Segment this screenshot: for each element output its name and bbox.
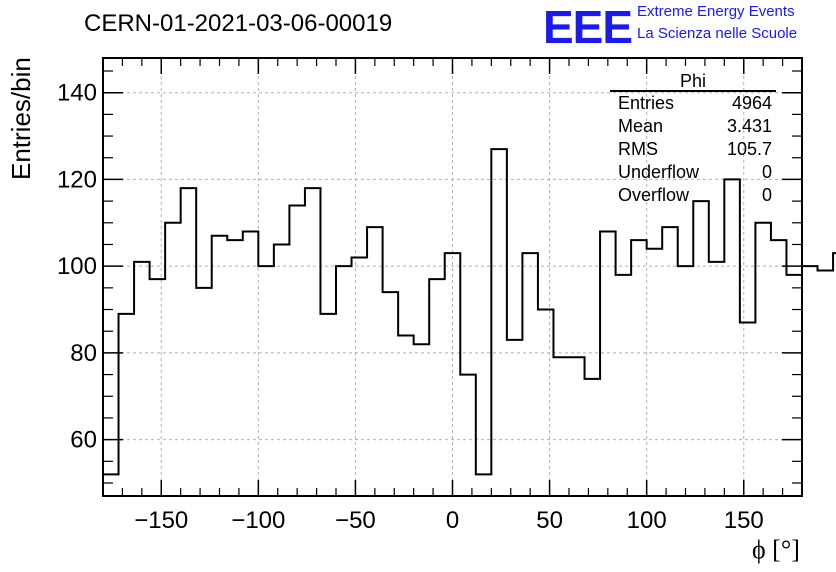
y-axis-label: Entries/bin [6, 57, 36, 180]
stats-value: 4964 [731, 93, 772, 113]
x-tick-label: −150 [134, 507, 188, 534]
stats-value: 105.7 [726, 139, 772, 159]
stats-label: Overflow [618, 185, 690, 205]
stats-box: Phi Entries 4964 Mean 3.431 RMS 105.7 Un… [610, 72, 776, 207]
stats-value: 3.431 [726, 116, 772, 136]
stats-row: Underflow 0 [610, 161, 776, 184]
x-tick-label: −100 [231, 507, 285, 534]
x-tick-label: 100 [627, 507, 667, 534]
eee-logo: EEE [543, 1, 633, 53]
stats-label: RMS [618, 139, 658, 159]
stats-value: 0 [761, 162, 772, 182]
x-tick-label: −50 [335, 507, 376, 534]
grid-lines [103, 58, 802, 496]
logo-subtitle-line2: La Scienza nelle Scuole [637, 25, 798, 42]
axis-ticks [102, 58, 803, 496]
y-tick-label: 60 [70, 427, 97, 454]
stats-title: Phi [610, 72, 776, 92]
run-title: CERN-01-2021-03-06-00019 [84, 10, 393, 37]
tick-labels: −150 −100 −50 0 50 100 150 60 80 100 120 140 [57, 80, 764, 534]
x-tick-label: 50 [536, 507, 563, 534]
stats-row: Mean 3.431 [610, 115, 776, 138]
stats-label: Underflow [618, 162, 700, 182]
y-tick-label: 120 [57, 166, 97, 193]
plot-frame [102, 57, 803, 497]
logo-subtitle-line1: Extreme Energy Events [637, 3, 795, 20]
histogram-line [102, 148, 836, 496]
stats-row: Entries 4964 [610, 92, 776, 115]
stats-label: Entries [618, 93, 675, 113]
y-tick-label: 140 [57, 80, 97, 107]
stats-row: Overflow 0 [610, 184, 776, 207]
stats-value: 0 [761, 185, 772, 205]
x-tick-label: 0 [446, 507, 459, 534]
x-axis-label: ϕ [°] [752, 535, 800, 564]
x-tick-label: 150 [724, 507, 764, 534]
y-tick-label: 100 [57, 253, 97, 280]
stats-row: RMS 105.7 [610, 138, 776, 161]
stats-label: Mean [618, 116, 664, 136]
y-tick-label: 80 [70, 340, 97, 367]
